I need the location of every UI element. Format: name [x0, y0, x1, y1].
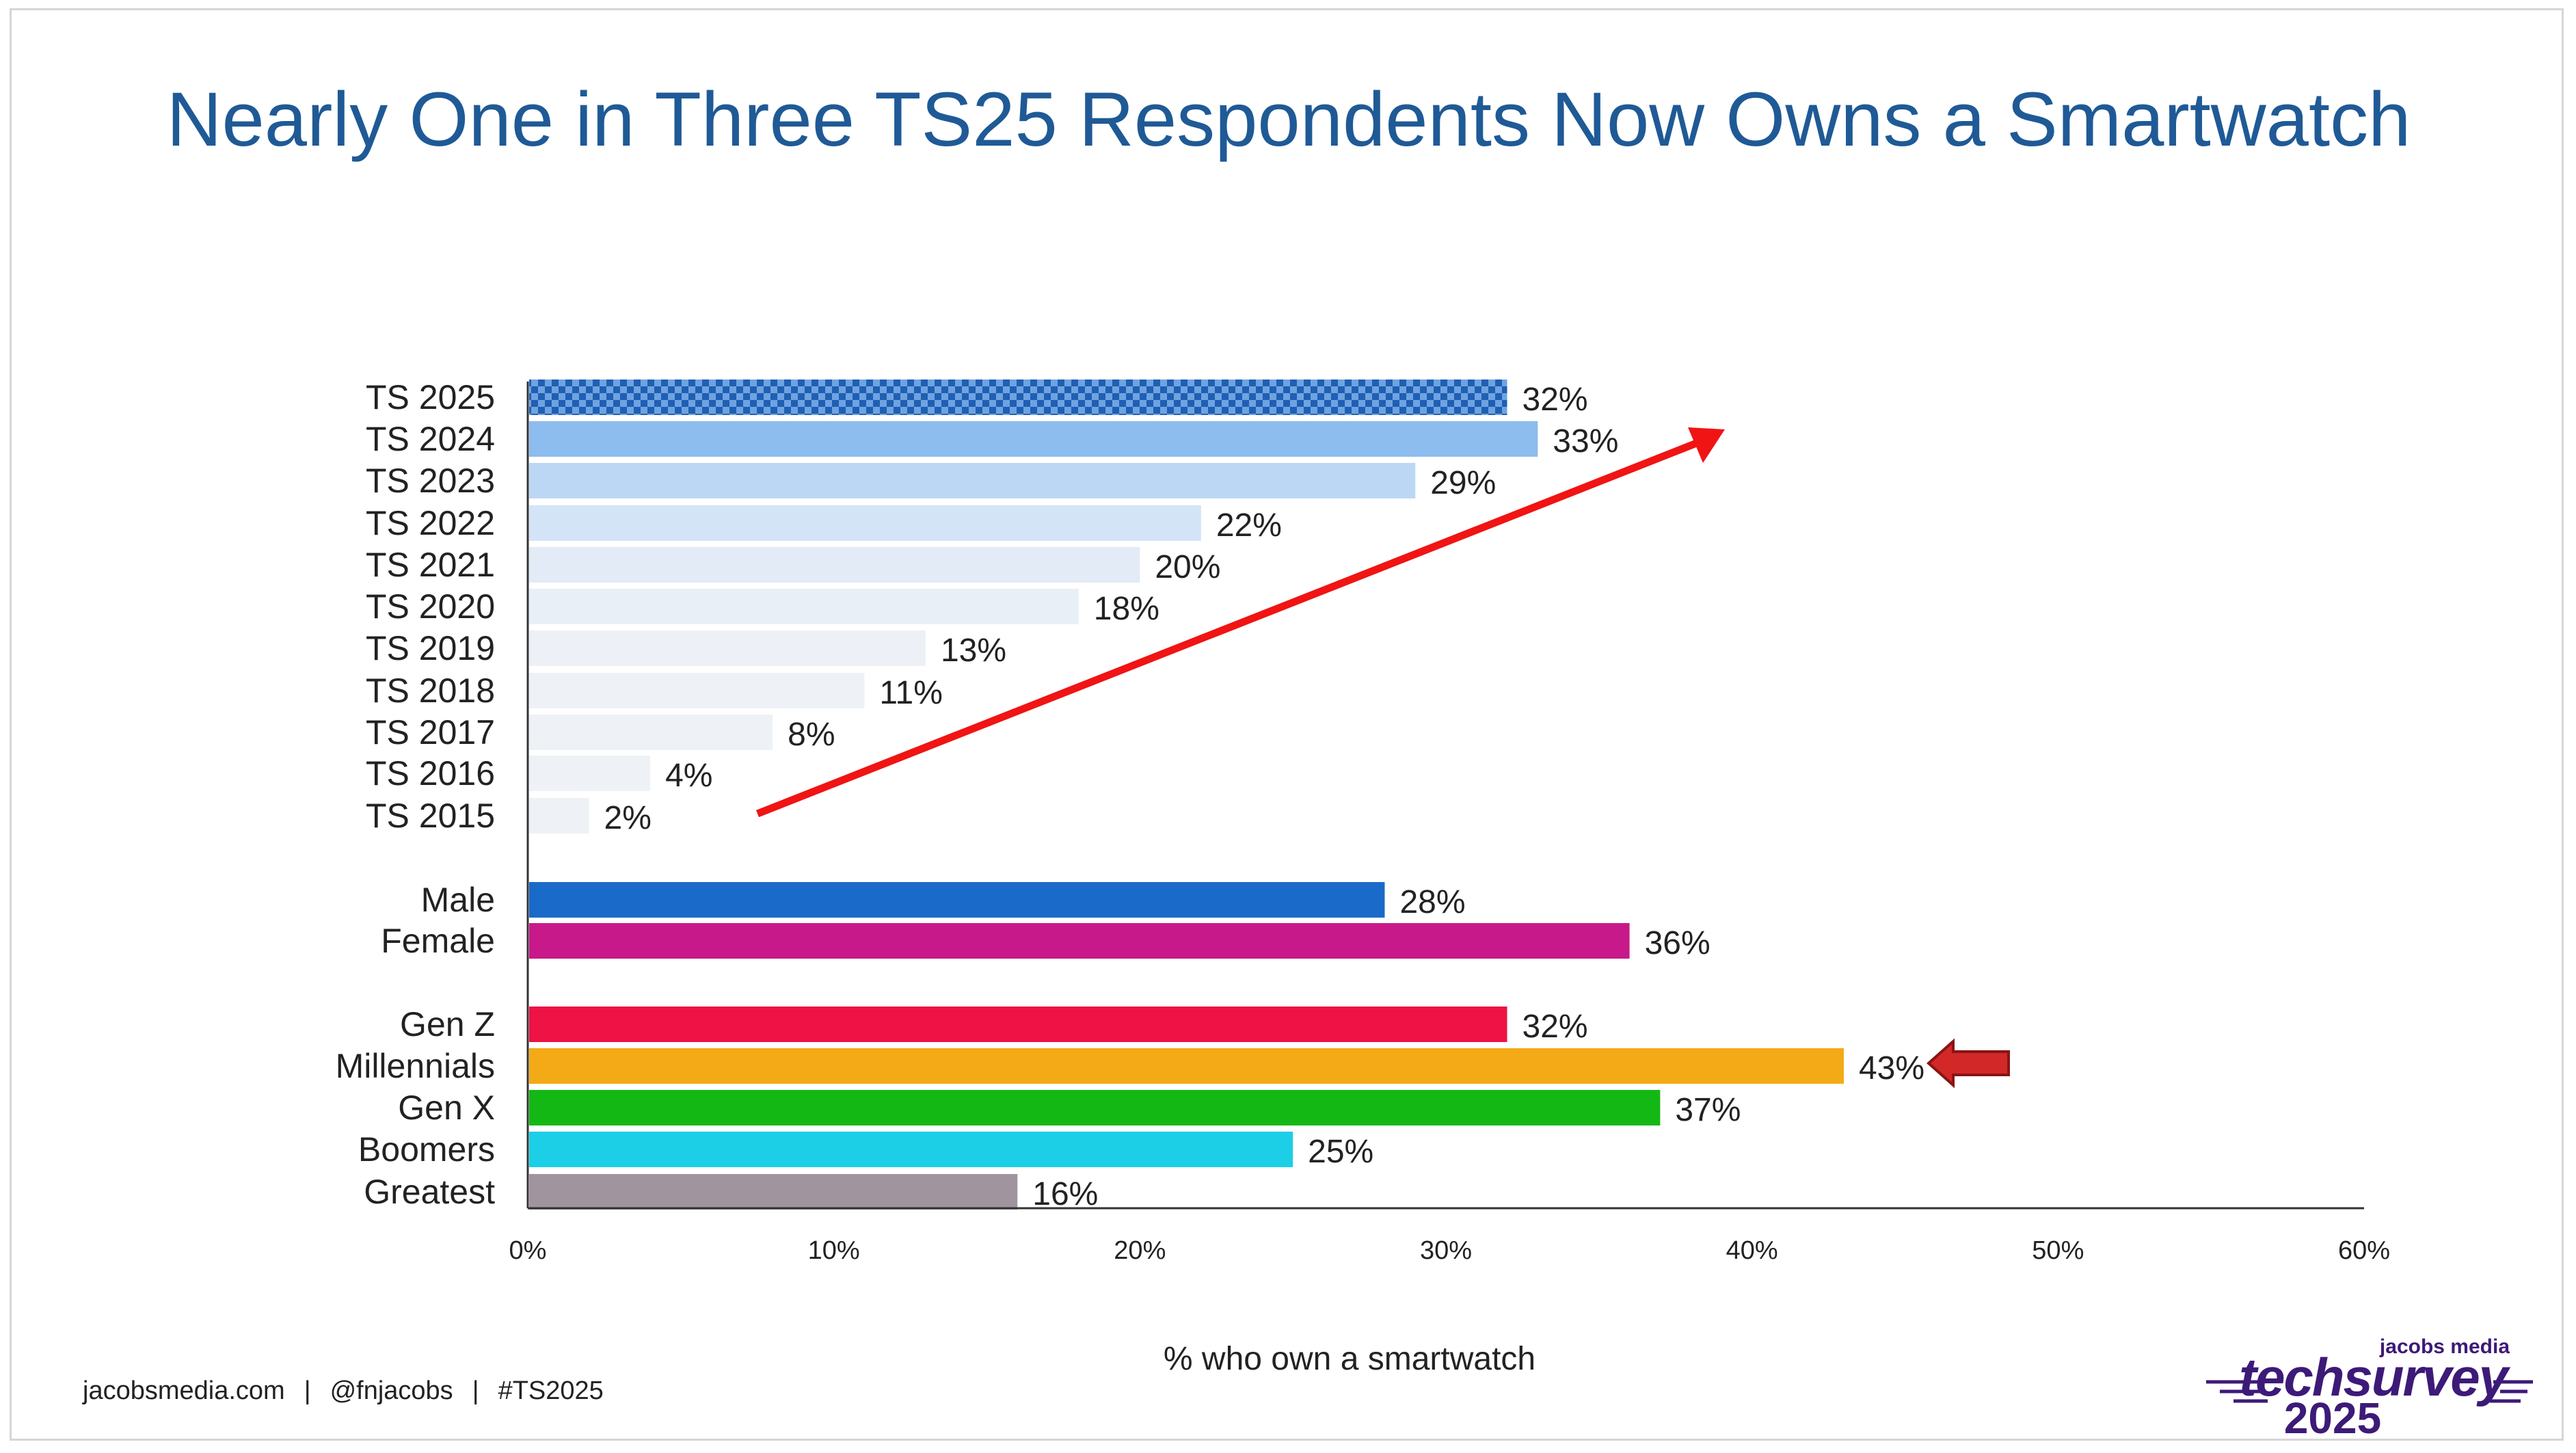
category-label-ts-2017: TS 2017: [366, 713, 495, 751]
bar-greatest: [529, 1174, 1018, 1210]
millennials-pointer-arrow: [1926, 1038, 2010, 1089]
data-label-ts-2023: 29%: [1430, 465, 1496, 501]
bar-ts-2019: [529, 630, 926, 666]
highlight-arrow-shape: [1926, 1038, 2010, 1089]
speed-lines-icon: [2206, 1380, 2533, 1403]
category-label-ts-2016: TS 2016: [366, 754, 495, 792]
bar-millennials: [529, 1048, 1844, 1084]
data-label-ts-2016: 4%: [665, 758, 712, 794]
footer-hashtag: #TS2025: [498, 1376, 604, 1405]
data-label-millennials: 43%: [1859, 1050, 1924, 1087]
x-tick-label: 20%: [1114, 1236, 1166, 1265]
data-label-ts-2020: 18%: [1094, 591, 1159, 627]
footer-separator: |: [472, 1376, 479, 1405]
data-label-ts-2015: 2%: [604, 800, 652, 836]
data-label-gen-x: 37%: [1675, 1092, 1741, 1128]
bar-ts-2016: [529, 756, 651, 791]
category-label-ts-2025: TS 2025: [366, 378, 495, 416]
footer: jacobsmedia.com | @fnjacobs | #TS2025: [83, 1376, 604, 1406]
category-label-ts-2015: TS 2015: [366, 797, 495, 835]
page-title: Nearly One in Three TS25 Respondents Now…: [166, 77, 2411, 162]
data-label-greatest: 16%: [1032, 1176, 1098, 1212]
bar-ts-2020: [529, 589, 1079, 624]
bar-ts-2022: [529, 505, 1201, 541]
bar-ts-2025: [529, 379, 1507, 415]
bar-gen-z: [529, 1007, 1507, 1042]
category-label-ts-2024: TS 2024: [366, 420, 495, 458]
trend-arrow-head: [1688, 427, 1725, 463]
x-tick-label: 60%: [2338, 1236, 2390, 1265]
x-axis-title: % who own a smartwatch: [1164, 1341, 1535, 1377]
data-label-male: 28%: [1399, 884, 1465, 920]
category-label-female: Female: [381, 922, 495, 960]
trend-arrow-line: [755, 435, 1709, 818]
bar-female: [529, 923, 1630, 959]
x-tick-label: 0%: [509, 1236, 547, 1265]
category-label-ts-2022: TS 2022: [366, 504, 495, 542]
category-label-ts-2021: TS 2021: [366, 546, 495, 584]
footer-separator: |: [304, 1376, 311, 1405]
data-label-ts-2017: 8%: [788, 717, 835, 753]
techsurvey-logo: jacobs media techsurvey 2025: [2206, 1335, 2548, 1443]
logo-brand: jacobs media: [2379, 1335, 2510, 1358]
bar-ts-2015: [529, 798, 589, 834]
data-label-gen-z: 32%: [1522, 1009, 1588, 1045]
bar-ts-2021: [529, 547, 1140, 583]
bar-ts-2023: [529, 463, 1416, 498]
category-label-male: Male: [421, 881, 495, 919]
logo-name: techsurvey: [2239, 1347, 2508, 1407]
category-label-boomers: Boomers: [358, 1130, 495, 1169]
slide: Nearly One in Three TS25 Respondents Now…: [10, 8, 2564, 1443]
data-label-ts-2025: 32%: [1522, 382, 1588, 418]
bar-ts-2018: [529, 673, 865, 708]
bar-boomers: [529, 1132, 1293, 1167]
category-label-millennials: Millennials: [336, 1047, 495, 1085]
category-label-greatest: Greatest: [364, 1173, 495, 1211]
footer-website: jacobsmedia.com: [83, 1376, 285, 1405]
x-tick-label: 40%: [1726, 1236, 1778, 1265]
bar-male: [529, 882, 1385, 918]
data-label-ts-2022: 22%: [1216, 507, 1282, 544]
category-label-ts-2018: TS 2018: [366, 671, 495, 710]
trend-arrow: [755, 427, 1725, 818]
data-label-ts-2019: 13%: [941, 632, 1006, 669]
x-tick-label: 30%: [1420, 1236, 1472, 1265]
data-label-boomers: 25%: [1308, 1134, 1373, 1170]
data-label-ts-2021: 20%: [1155, 549, 1220, 585]
x-tick-label: 50%: [2032, 1236, 2084, 1265]
data-label-female: 36%: [1645, 925, 1710, 961]
data-label-ts-2018: 11%: [879, 675, 943, 711]
category-label-gen-x: Gen X: [398, 1089, 495, 1127]
logo-year: 2025: [2283, 1394, 2382, 1443]
category-label-ts-2020: TS 2020: [366, 587, 495, 626]
footer-handle: @fnjacobs: [330, 1376, 453, 1405]
data-label-ts-2024: 33%: [1553, 423, 1618, 459]
bar-ts-2024: [529, 421, 1538, 457]
bar-chart: TS 2025 32% TS 2024 33% TS 2023 29% TS 2022 22%…: [336, 378, 2390, 1377]
bar-gen-x: [529, 1090, 1661, 1125]
bar-ts-2017: [529, 715, 773, 750]
category-label-ts-2023: TS 2023: [366, 462, 495, 500]
category-label-gen-z: Gen Z: [400, 1005, 495, 1043]
category-label-ts-2019: TS 2019: [366, 629, 495, 667]
x-tick-label: 10%: [808, 1236, 860, 1265]
